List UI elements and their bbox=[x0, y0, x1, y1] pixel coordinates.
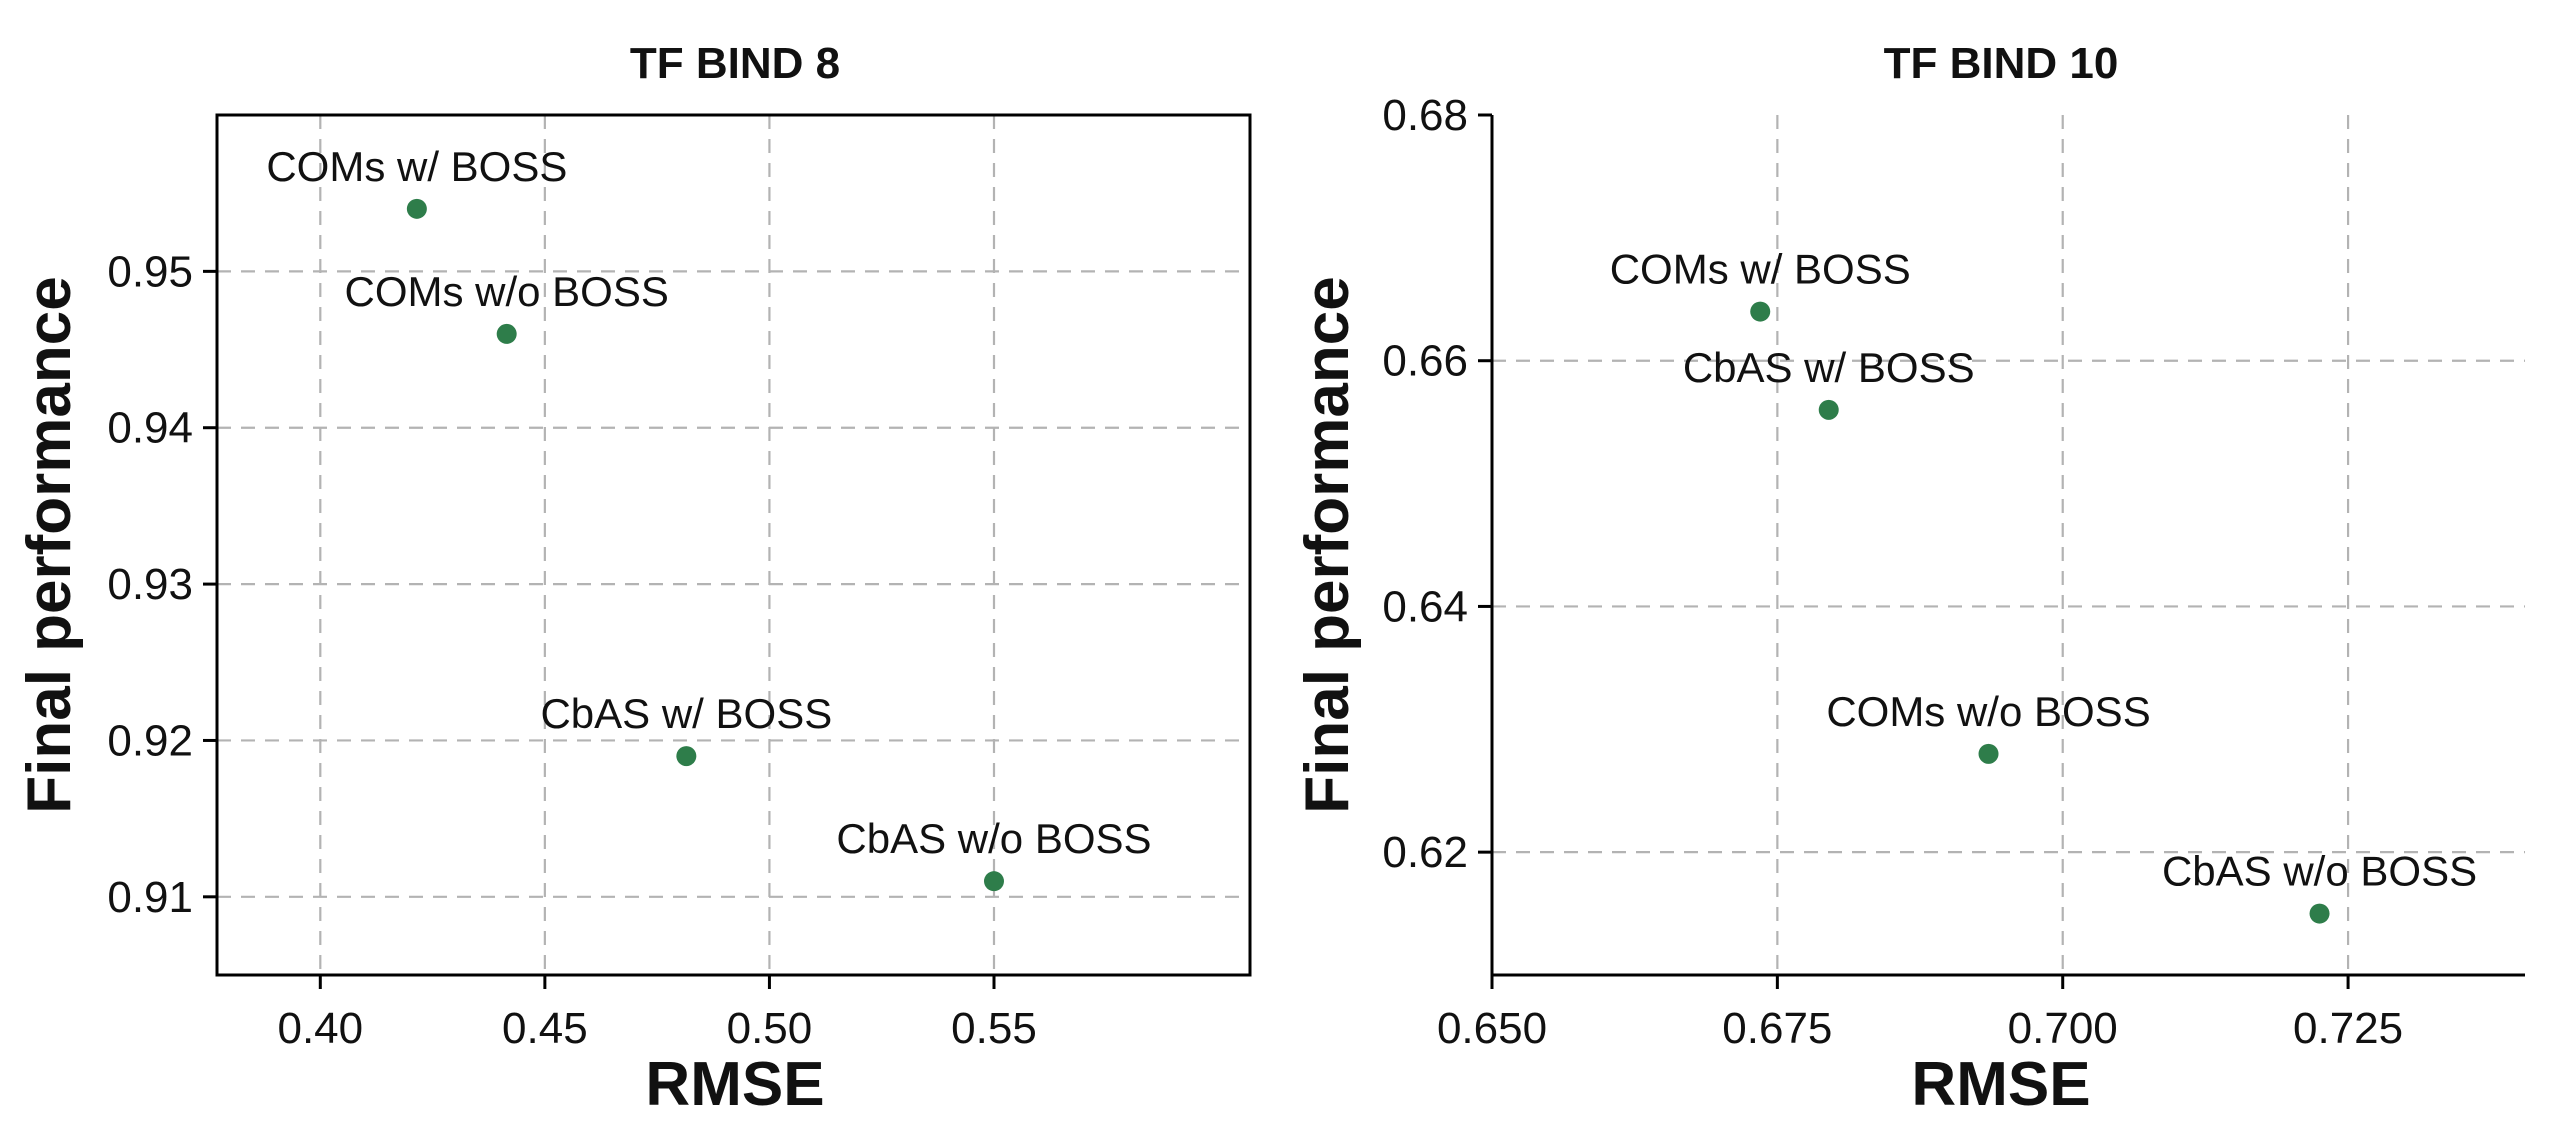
data-point bbox=[1978, 743, 1999, 764]
data-point-label: COMs w/o BOSS bbox=[1826, 688, 2150, 735]
grid bbox=[217, 115, 1250, 975]
x-tick-label: 0.45 bbox=[502, 1004, 588, 1053]
y-tick-label: 0.66 bbox=[1382, 337, 1468, 386]
data-point-label: COMs w/ BOSS bbox=[266, 143, 567, 190]
y-axis-label: Final performance bbox=[1293, 276, 1362, 813]
data-point bbox=[406, 198, 427, 219]
axis-ticks bbox=[1478, 113, 2350, 989]
tick-labels: 0.650 0.675 0.700 0.725 0.62 0.64 0.66 0.68 bbox=[1382, 91, 2403, 1053]
data-point bbox=[2309, 903, 2330, 924]
data-point-label: CbAS w/ BOSS bbox=[1683, 344, 1975, 391]
x-tick-label: 0.650 bbox=[1437, 1004, 1547, 1053]
y-tick-label: 0.92 bbox=[107, 716, 193, 765]
x-tick-label: 0.725 bbox=[2293, 1004, 2403, 1053]
tick-labels: 0.40 0.45 0.50 0.55 0.91 0.92 0.93 0.94 0.95 bbox=[107, 247, 1036, 1053]
data-point-label: COMs w/o BOSS bbox=[344, 268, 668, 315]
data-points bbox=[1750, 301, 2330, 924]
chart-title: TF BIND 8 bbox=[630, 39, 840, 88]
y-tick-label: 0.95 bbox=[107, 247, 193, 296]
chart-title: TF BIND 10 bbox=[1884, 39, 2119, 88]
y-tick-label: 0.94 bbox=[107, 404, 193, 453]
x-axis-label: RMSE bbox=[645, 1050, 824, 1119]
point-labels: COMs w/ BOSS COMs w/o BOSS CbAS w/ BOSS CbA… bbox=[266, 143, 1151, 862]
chart-tf-bind-10: TF BIND 10 RMSE Final performance 0.650 0… bbox=[1293, 39, 2525, 1119]
x-tick-label: 0.40 bbox=[277, 1004, 363, 1053]
data-points bbox=[406, 198, 1004, 892]
data-point bbox=[676, 746, 697, 767]
x-tick-label: 0.675 bbox=[1722, 1004, 1832, 1053]
chart-tf-bind-8: TF BIND 8 RMSE Final performance 0.40 0.4… bbox=[15, 39, 1252, 1119]
data-point-label: CbAS w/o BOSS bbox=[836, 815, 1151, 862]
y-tick-label: 0.93 bbox=[107, 560, 193, 609]
y-axis-label: Final performance bbox=[15, 276, 84, 813]
y-tick-label: 0.91 bbox=[107, 873, 193, 922]
plot-frame bbox=[1490, 115, 2525, 977]
point-labels: COMs w/ BOSS CbAS w/ BOSS COMs w/o BOSS CbA… bbox=[1610, 246, 2477, 895]
axis-ticks bbox=[203, 269, 996, 989]
x-tick-label: 0.50 bbox=[727, 1004, 813, 1053]
x-tick-label: 0.55 bbox=[951, 1004, 1037, 1053]
y-tick-label: 0.64 bbox=[1382, 582, 1468, 631]
data-point-label: CbAS w/ BOSS bbox=[540, 690, 832, 737]
x-tick-label: 0.700 bbox=[2008, 1004, 2118, 1053]
data-point-label: COMs w/ BOSS bbox=[1610, 246, 1911, 293]
plot-frame bbox=[215, 113, 1252, 977]
data-point bbox=[983, 871, 1004, 892]
y-tick-label: 0.68 bbox=[1382, 91, 1468, 140]
grid bbox=[1492, 115, 2525, 975]
data-point bbox=[1750, 301, 1771, 322]
data-point bbox=[496, 323, 517, 344]
y-tick-label: 0.62 bbox=[1382, 828, 1468, 877]
x-axis-label: RMSE bbox=[1911, 1050, 2090, 1119]
data-point-label: CbAS w/o BOSS bbox=[2162, 848, 2477, 895]
data-point bbox=[1818, 399, 1839, 420]
